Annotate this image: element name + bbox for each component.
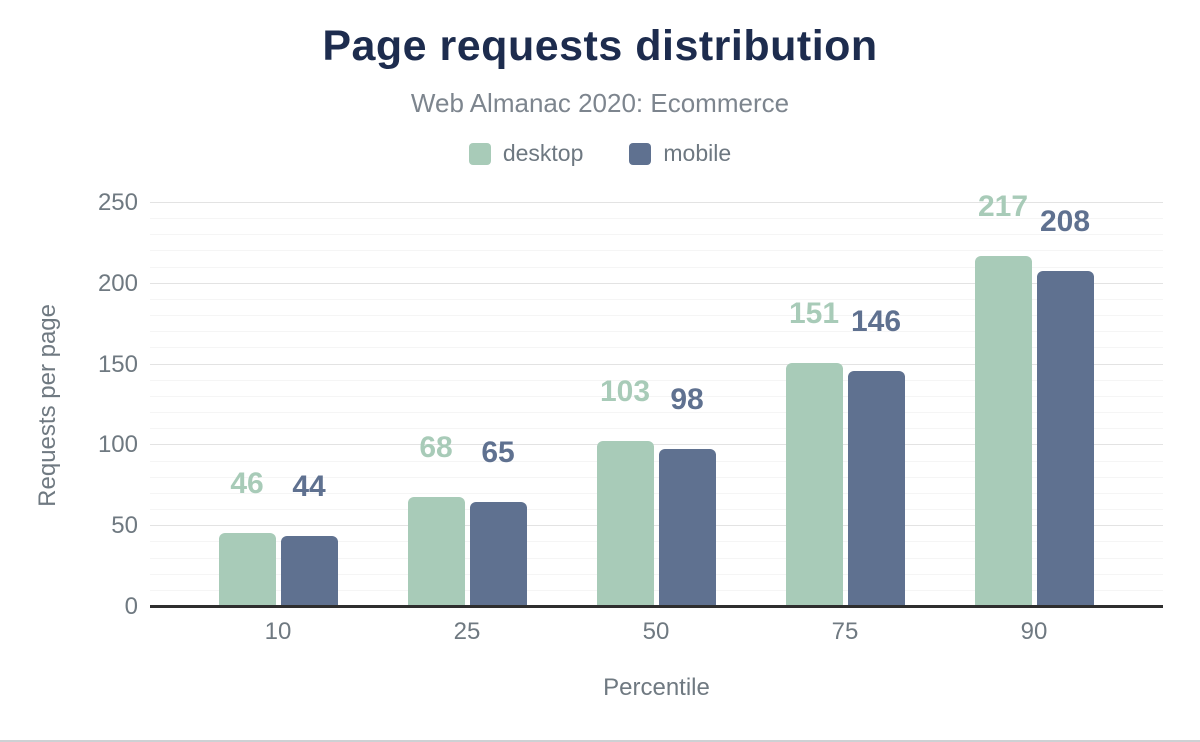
bar-desktop-p10[interactable] [218, 533, 276, 607]
y-tick-250: 250 [97, 189, 138, 216]
x-tick-25: 25 [453, 618, 481, 645]
value-label-desktop-p25: 68 [419, 431, 453, 464]
value-label-mobile-p90: 208 [1039, 205, 1091, 238]
bar-mobile-p75[interactable] [847, 371, 905, 607]
legend: desktop mobile [0, 140, 1200, 167]
y-tick-150: 150 [97, 350, 138, 378]
y-tick-200: 200 [97, 269, 138, 297]
bar-mobile-p10[interactable] [280, 536, 338, 607]
value-label-desktop-p75: 151 [788, 297, 840, 330]
bar-mobile-p90[interactable] [1036, 271, 1094, 607]
plot-area: 46 68 103 151 217 44 65 98 146 208 [150, 192, 1163, 607]
x-tick-50: 50 [642, 618, 670, 645]
gridline-minor-160 [150, 347, 1163, 349]
gridline-major-200 [150, 282, 1163, 284]
gridline-minor-130 [150, 395, 1163, 397]
gridline-minor-60 [150, 509, 1163, 511]
legend-label-mobile: mobile [663, 140, 732, 166]
gridline-major-100 [150, 444, 1163, 446]
gridline-major-150 [150, 363, 1163, 365]
desktop-swatch-icon [468, 142, 491, 165]
gridline-minor-240 [150, 218, 1163, 220]
y-tick-100: 100 [97, 431, 138, 459]
gridline-minor-30 [150, 557, 1163, 559]
mobile-swatch-icon [629, 142, 652, 165]
gridline-minor-190 [150, 298, 1163, 300]
bar-mobile-p25[interactable] [469, 502, 527, 607]
gridline-minor-180 [150, 315, 1163, 317]
gridline-minor-140 [150, 379, 1163, 381]
bar-desktop-p50[interactable] [596, 441, 654, 607]
value-label-desktop-p50: 103 [599, 375, 651, 408]
x-axis-title: Percentile [603, 674, 710, 701]
figure-bottom-rule [0, 740, 1200, 742]
bar-desktop-p90[interactable] [974, 256, 1032, 607]
legend-item-mobile[interactable]: mobile [629, 140, 731, 167]
gridline-minor-110 [150, 428, 1163, 430]
gridline-minor-230 [150, 234, 1163, 236]
legend-item-desktop[interactable]: desktop [468, 140, 584, 167]
chart-subtitle: Web Almanac 2020: Ecommerce [410, 88, 790, 118]
bar-desktop-p75[interactable] [785, 363, 843, 607]
chart-title: Page requests distribution [322, 22, 878, 70]
gridline-minor-70 [150, 492, 1163, 494]
gridline-minor-220 [150, 250, 1163, 252]
bar-mobile-p50[interactable] [658, 449, 716, 607]
y-tick-50: 50 [111, 512, 138, 540]
y-tick-0: 0 [124, 593, 138, 620]
gridline-minor-120 [150, 412, 1163, 414]
gridline-minor-10 [150, 589, 1163, 591]
gridline-minor-80 [150, 476, 1163, 478]
value-label-mobile-p10: 44 [292, 470, 326, 503]
value-label-mobile-p75: 146 [850, 305, 902, 338]
legend-label-desktop: desktop [502, 140, 584, 166]
x-tick-90: 90 [1020, 618, 1048, 645]
gridline-minor-20 [150, 573, 1163, 575]
gridline-minor-210 [150, 266, 1163, 268]
value-label-mobile-p50: 98 [670, 383, 704, 416]
x-tick-10: 10 [264, 618, 292, 645]
y-axis-title: Requests per page [34, 303, 61, 507]
value-label-mobile-p25: 65 [481, 436, 515, 469]
gridline-major-50 [150, 525, 1163, 527]
bar-desktop-p25[interactable] [407, 497, 465, 607]
gridline-major-250 [150, 202, 1163, 203]
gridline-minor-170 [150, 331, 1163, 333]
gridline-minor-90 [150, 460, 1163, 462]
gridline-minor-40 [150, 541, 1163, 543]
x-tick-75: 75 [831, 618, 859, 645]
x-axis-line [150, 605, 1163, 608]
value-label-desktop-p10: 46 [230, 467, 264, 500]
value-label-desktop-p90: 217 [977, 190, 1029, 223]
